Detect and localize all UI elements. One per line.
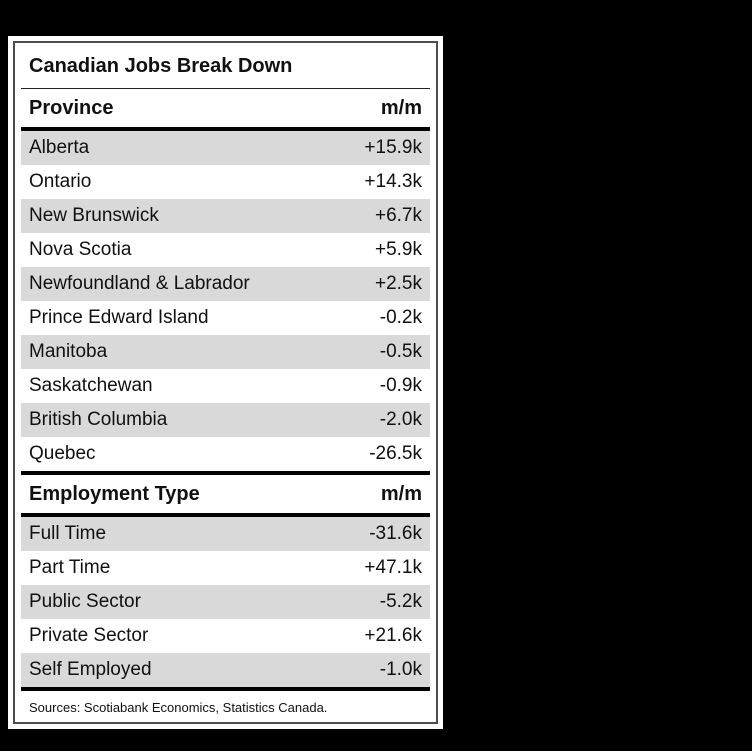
row-value: +21.6k [364, 625, 422, 646]
section-header-province: Province m/m [21, 89, 430, 131]
table-row: Full Time -31.6k [21, 517, 430, 551]
province-rows: Alberta +15.9k Ontario +14.3k New Brunsw… [21, 131, 430, 471]
table-row: Nova Scotia +5.9k [21, 233, 430, 267]
row-label: Full Time [29, 523, 107, 544]
row-label: Newfoundland & Labrador [29, 273, 250, 294]
row-value: +15.9k [364, 137, 422, 158]
row-label: Prince Edward Island [29, 307, 209, 328]
row-label: Ontario [29, 171, 92, 192]
row-value: +47.1k [364, 557, 422, 578]
table-row: Manitoba -0.5k [21, 335, 430, 369]
row-label: British Columbia [29, 409, 168, 430]
table-row: Public Sector -5.2k [21, 585, 430, 619]
row-value: +5.9k [374, 239, 422, 260]
row-value: -2.0k [379, 409, 422, 430]
table-row: Saskatchewan -0.9k [21, 369, 430, 403]
table-row: Newfoundland & Labrador +2.5k [21, 267, 430, 301]
table-row: British Columbia -2.0k [21, 403, 430, 437]
row-label: Manitoba [29, 341, 108, 362]
row-label: Alberta [29, 137, 90, 158]
title-divider [21, 88, 430, 89]
table-row: Ontario +14.3k [21, 165, 430, 199]
row-value: +2.5k [374, 273, 422, 294]
jobs-table-frame: Canadian Jobs Break Down Province m/m Al… [13, 41, 438, 724]
table-row: Quebec -26.5k [21, 437, 430, 471]
table-row: New Brunswick +6.7k [21, 199, 430, 233]
section-header-employment-type: Employment Type m/m [21, 471, 430, 517]
table-title: Canadian Jobs Break Down [29, 55, 293, 77]
column-header-mm-2: m/m [380, 483, 422, 505]
row-label: Quebec [29, 443, 96, 464]
table-row: Prince Edward Island -0.2k [21, 301, 430, 335]
column-header-province: Province [29, 97, 114, 119]
column-header-employment-type: Employment Type [29, 483, 200, 505]
row-label: Part Time [29, 557, 111, 578]
column-header-mm-1: m/m [380, 97, 422, 119]
row-label: Self Employed [29, 659, 152, 680]
jobs-table-card: Canadian Jobs Break Down Province m/m Al… [8, 36, 443, 729]
row-label: Public Sector [29, 591, 141, 612]
table-row: Self Employed -1.0k [21, 653, 430, 687]
row-label: Nova Scotia [29, 239, 132, 260]
table-row: Part Time +47.1k [21, 551, 430, 585]
bottom-divider [21, 687, 430, 691]
row-label: Private Sector [29, 625, 149, 646]
sources-note: Sources: Scotiabank Economics, Statistic… [29, 700, 328, 715]
table-row: Alberta +15.9k [21, 131, 430, 165]
row-label: Saskatchewan [29, 375, 153, 396]
employment-type-rows: Full Time -31.6k Part Time +47.1k Public… [21, 517, 430, 687]
row-value: -0.9k [379, 375, 422, 396]
row-value: -1.0k [379, 659, 422, 680]
row-value: -5.2k [379, 591, 422, 612]
row-value: -0.2k [379, 307, 422, 328]
row-value: -26.5k [369, 443, 422, 464]
row-value: +14.3k [364, 171, 422, 192]
row-value: -0.5k [379, 341, 422, 362]
row-value: +6.7k [374, 205, 422, 226]
row-value: -31.6k [369, 523, 422, 544]
row-label: New Brunswick [29, 205, 159, 226]
table-row: Private Sector +21.6k [21, 619, 430, 653]
